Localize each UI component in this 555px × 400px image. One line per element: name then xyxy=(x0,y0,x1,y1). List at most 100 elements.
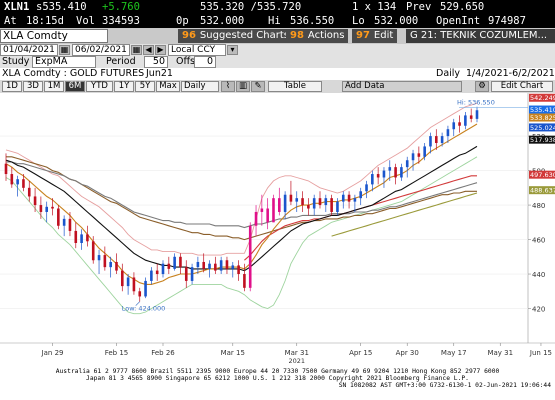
candle-body xyxy=(10,174,14,185)
oi-value: 974987 xyxy=(488,15,526,27)
candle-body xyxy=(440,136,444,143)
candle-body xyxy=(312,198,316,209)
actions-number: 98 xyxy=(290,30,304,41)
suggested-charts-button[interactable]: 96 Suggested Charts xyxy=(178,29,293,43)
candle-body xyxy=(179,256,182,268)
y-tick-label: 420 xyxy=(532,306,545,314)
actions-button[interactable]: 98 Actions xyxy=(286,29,349,43)
candle-body xyxy=(307,205,310,209)
low-value: 532.000 xyxy=(374,15,419,27)
low-annotation: Low: 424.000 xyxy=(122,305,166,313)
draw-tool-icon[interactable]: ✎ xyxy=(251,81,265,92)
study-label: Study xyxy=(2,56,30,67)
y-tick-label: 460 xyxy=(532,237,545,245)
y-tick-label: 440 xyxy=(532,271,545,279)
chevron-down-icon[interactable]: ▾ xyxy=(227,45,238,55)
candle-body xyxy=(103,255,107,268)
bid-ask: 535.320 /535.720 xyxy=(200,1,302,13)
period-ytd-button[interactable]: YTD xyxy=(86,81,113,92)
candle-body xyxy=(62,218,66,226)
candle-chart-icon[interactable]: ▥ xyxy=(236,81,250,92)
candle-body xyxy=(429,136,432,147)
price-tag-bg xyxy=(529,135,555,144)
x-tick-label: Jun 15 xyxy=(529,349,552,357)
page-title-button[interactable]: G 21: TEKNIK COZUMLEM... xyxy=(406,29,555,43)
period-input[interactable]: 50 xyxy=(144,56,168,68)
line-chart-icon[interactable]: ⌇ xyxy=(221,81,235,92)
candle-body xyxy=(475,110,479,119)
candle-body xyxy=(417,153,421,157)
price-tag-bg xyxy=(529,113,555,122)
contract: Jun21 xyxy=(146,68,173,79)
candle-body xyxy=(109,261,112,268)
candle-body xyxy=(382,170,386,178)
candle-body xyxy=(464,115,467,126)
price-tag-bg xyxy=(529,186,555,195)
table-button[interactable]: Table xyxy=(268,81,322,92)
open-label: 0p xyxy=(176,15,189,27)
candle-body xyxy=(341,194,345,202)
price-tag: 517.938 xyxy=(530,136,555,144)
period-1d-button[interactable]: 1D xyxy=(2,81,22,92)
study-select[interactable]: ExpMA xyxy=(32,56,96,68)
candle-body xyxy=(266,208,269,223)
x-tick-label: Apr 30 xyxy=(396,349,419,357)
frequency-select[interactable]: Daily xyxy=(181,81,219,92)
candle-body xyxy=(400,167,403,178)
candle-body xyxy=(57,208,60,226)
candle-body xyxy=(330,198,333,212)
candle-body xyxy=(371,174,374,185)
price-tag-bg xyxy=(529,93,555,102)
calendar-icon[interactable]: ▦ xyxy=(131,45,142,55)
candle-body xyxy=(196,261,200,268)
candle-body xyxy=(336,201,339,212)
candle-body xyxy=(359,191,363,199)
candle-body xyxy=(237,265,240,275)
plot-area xyxy=(0,93,528,343)
toolbar: XLA Comdty 96 Suggested Charts 98 Actions … xyxy=(0,28,555,44)
period-6m-button[interactable]: 6M xyxy=(65,81,85,92)
footer-line-2: Japan 81 3 4565 8900 Singapore 65 6212 1… xyxy=(86,375,469,382)
add-data-button[interactable]: Add Data xyxy=(342,81,462,92)
period-3d-button[interactable]: 3D xyxy=(23,81,43,92)
security-field[interactable]: XLA Comdty xyxy=(0,29,108,43)
next-arrow-icon[interactable]: ▶ xyxy=(155,45,166,55)
candle-body xyxy=(446,129,450,137)
candle-body xyxy=(132,277,136,292)
start-date-field[interactable]: 01/04/2021 xyxy=(0,44,58,56)
currency-select[interactable]: Local CCY xyxy=(168,44,226,56)
offset-input[interactable]: 0 xyxy=(194,56,216,68)
offset-label: Offset xyxy=(176,56,205,67)
period-1m-button[interactable]: 1M xyxy=(44,81,64,92)
actions-label: Actions xyxy=(307,30,345,41)
quote-bar: XLN1 s535.410 +5.760 535.320 /535.720 1 … xyxy=(0,0,555,28)
period-5y-button[interactable]: 5Y xyxy=(135,81,155,92)
candle-body xyxy=(86,234,89,242)
chart-settings-icon[interactable]: ⚙ xyxy=(475,81,489,92)
candle-body xyxy=(411,153,415,161)
price-tag: 525.024 xyxy=(530,124,555,132)
candle-body xyxy=(150,270,153,281)
x-tick-label: Mar 31 xyxy=(285,349,309,357)
candle-body xyxy=(405,160,409,168)
edit-button[interactable]: 97 Edit xyxy=(352,29,398,43)
price-tag: 535.410 xyxy=(530,106,555,114)
chart-name: XLA Comdty : GOLD FUTURES xyxy=(2,68,145,79)
oi-label: OpenInt xyxy=(436,15,481,27)
end-date-field[interactable]: 06/02/2021 xyxy=(72,44,130,56)
edit-label: Edit xyxy=(373,30,394,41)
prev-arrow-icon[interactable]: ◀ xyxy=(143,45,154,55)
period-max-button[interactable]: Max xyxy=(156,81,180,92)
series-line-olive-ma xyxy=(331,192,478,237)
candle-body xyxy=(126,277,130,287)
candle-body xyxy=(161,263,165,275)
calendar-icon[interactable]: ▦ xyxy=(59,45,70,55)
candle-body xyxy=(295,198,299,202)
period-1y-button[interactable]: 1Y xyxy=(114,81,134,92)
edit-chart-button[interactable]: Edit Chart xyxy=(491,81,553,92)
x-year-label: 2021 xyxy=(288,357,305,365)
candle-body xyxy=(365,184,368,192)
period-label: Period xyxy=(106,56,136,67)
candle-body xyxy=(138,291,142,297)
